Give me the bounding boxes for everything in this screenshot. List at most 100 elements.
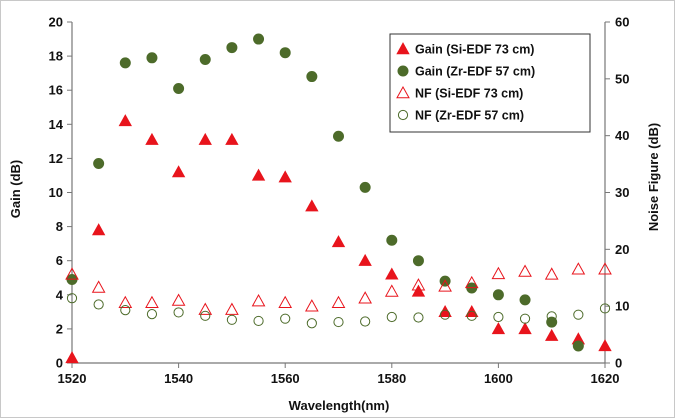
legend-label: NF (Zr-EDF 57 cm): [415, 109, 524, 123]
y-tick-label-left: 8: [56, 219, 63, 234]
y-tick-label-left: 12: [49, 151, 63, 166]
data-point: [171, 293, 186, 306]
data-point: [251, 294, 266, 307]
legend-marker: [397, 109, 409, 121]
series-3: [65, 262, 612, 315]
data-point: [384, 284, 399, 297]
data-point: [386, 311, 397, 323]
data-point: [412, 255, 424, 267]
data-point: [198, 132, 212, 145]
data-point: [65, 351, 79, 364]
data-point: [91, 280, 106, 293]
y-tick-label-left: 10: [49, 185, 63, 200]
series-2: [66, 33, 584, 352]
y-tick-label-right: 0: [615, 356, 622, 371]
data-point: [573, 309, 584, 320]
data-point: [253, 33, 265, 45]
data-point: [253, 315, 264, 327]
data-point: [385, 267, 399, 280]
data-point: [198, 302, 213, 315]
data-point: [545, 328, 559, 341]
data-point: [306, 71, 318, 83]
data-point: [386, 234, 398, 246]
data-point: [331, 295, 346, 309]
x-tick-label: 1520: [58, 371, 87, 386]
x-tick-label: 1560: [271, 371, 300, 386]
data-point: [305, 199, 319, 212]
series-4: [66, 293, 611, 329]
data-point: [146, 309, 158, 320]
data-point: [278, 295, 293, 309]
x-tick-label: 1540: [164, 371, 193, 386]
data-point: [65, 267, 79, 280]
data-point: [120, 305, 131, 316]
y-axis-title-right: Noise Figure (dB): [646, 123, 661, 231]
x-axis-title: Wavelength(nm): [289, 398, 390, 413]
data-point: [66, 293, 78, 304]
y-tick-label-left: 16: [49, 83, 63, 98]
data-point: [279, 47, 291, 59]
y-tick-label-right: 30: [615, 185, 629, 200]
data-point: [93, 299, 104, 310]
legend-label: Gain (Zr-EDF 57 cm): [415, 65, 535, 79]
data-point: [173, 307, 184, 318]
data-point: [251, 168, 266, 181]
data-point: [145, 132, 159, 145]
data-point: [598, 339, 612, 352]
data-point: [171, 165, 186, 178]
data-point: [546, 316, 558, 328]
data-marks-layer: [65, 33, 612, 364]
data-point: [118, 295, 133, 309]
data-point: [199, 54, 211, 66]
x-tick-label: 1620: [591, 371, 620, 386]
data-point: [599, 303, 611, 314]
y-tick-label-left: 4: [56, 287, 64, 302]
data-point: [226, 314, 237, 325]
data-point: [146, 52, 158, 64]
data-point: [491, 322, 506, 335]
series-1: [65, 114, 612, 364]
y-tick-label-right: 20: [615, 242, 629, 257]
data-point: [411, 284, 426, 297]
y-tick-label-left: 14: [49, 117, 64, 132]
data-point: [358, 253, 372, 266]
data-point: [359, 181, 371, 193]
data-point: [306, 318, 317, 329]
y-tick-label-left: 20: [49, 15, 63, 30]
data-point: [546, 311, 557, 322]
data-point: [280, 313, 291, 324]
data-point: [333, 130, 344, 142]
legend: Gain (Si-EDF 73 cm) Gain (Zr-EDF 57 cm) NF…: [389, 33, 591, 133]
data-point: [411, 278, 426, 291]
data-point: [119, 57, 131, 69]
data-point: [440, 309, 451, 320]
data-point: [492, 289, 504, 301]
data-point: [225, 302, 239, 315]
y-tick-label-right: 10: [615, 299, 629, 314]
data-point: [413, 312, 424, 323]
data-point: [305, 299, 319, 312]
y-tick-label-left: 6: [56, 253, 63, 268]
legend-box: [389, 33, 591, 133]
y-tick-label-right: 60: [615, 15, 629, 30]
data-point: [145, 295, 159, 309]
y-axis-title-left: Gain (dB): [8, 160, 23, 219]
y-tick-label-right: 50: [615, 71, 629, 86]
data-point: [544, 267, 559, 280]
legend-label: NF (Si-EDF 73 cm): [415, 87, 523, 101]
legend-marker: [397, 65, 409, 77]
y-tick-label-left: 18: [49, 49, 63, 64]
data-point: [572, 340, 584, 352]
data-point: [118, 114, 132, 127]
y-tick-label-right: 40: [615, 128, 629, 143]
data-point: [226, 42, 238, 54]
axes-layer: 1520 1540 1560 1580 1600 16200246810121416182…: [49, 15, 630, 387]
data-point: [91, 223, 106, 236]
data-point: [571, 262, 586, 275]
data-point: [93, 158, 105, 170]
data-point: [518, 264, 532, 277]
data-point: [466, 310, 477, 321]
data-point: [464, 275, 479, 289]
data-point: [519, 294, 531, 306]
x-tick-label: 1600: [484, 371, 513, 386]
